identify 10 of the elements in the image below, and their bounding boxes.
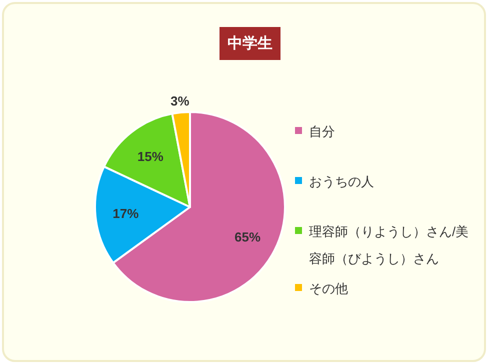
title: 中学生 (220, 27, 280, 60)
chart-title: 中学生 (228, 35, 272, 52)
legend-label: おうちの人 (309, 174, 374, 189)
legend-label: 自分 (309, 124, 335, 139)
data-label: 17% (112, 206, 140, 222)
legend-label: その他 (309, 281, 348, 296)
data-label: 65% (234, 229, 262, 244)
data-label: 15% (137, 148, 164, 164)
legend-label: 理容師（りようし）さん/美容師（びようし）さん (309, 224, 469, 266)
data-label: 3% (170, 93, 190, 108)
